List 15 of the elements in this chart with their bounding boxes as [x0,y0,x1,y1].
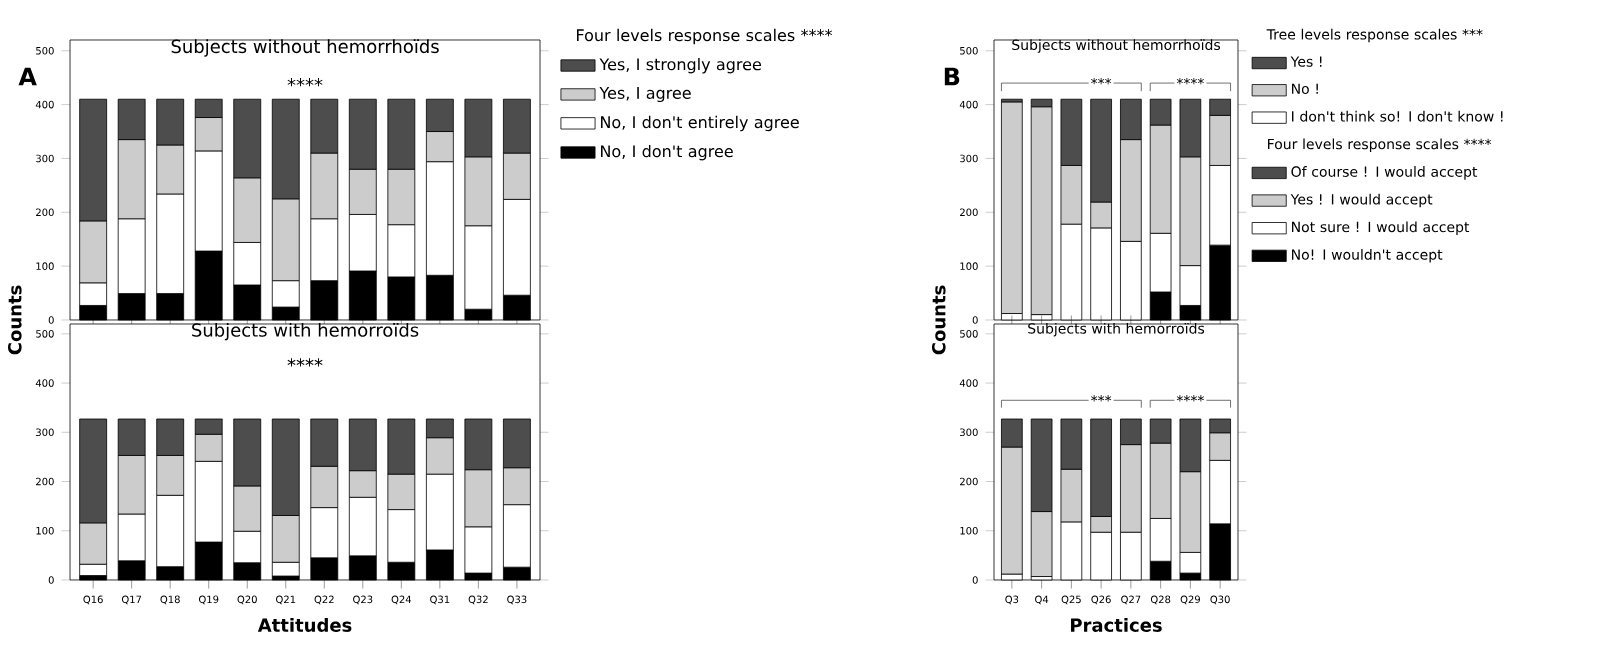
text: A [18,67,37,86]
legend-title: Four levels response scales **** [577,28,833,45]
y-axis-title: Counts [8,285,22,355]
annotation: **** [287,358,323,367]
legend-label: No, I don't entirely agree [601,115,799,132]
x-axis-title: Practices [1071,618,1162,632]
y-axis-title: Counts [931,285,946,355]
legend-label: No, I don't agree [601,144,733,161]
legend-label: Yes, I strongly agree [599,57,761,74]
chart-title: Subjects with hemorroïds [192,322,419,341]
text: B [944,67,960,86]
chart-title: Subjects without hemorrhoïds [171,39,439,57]
annotation: **** [287,78,323,87]
x-axis-title: Attitudes [257,618,352,632]
legend-label: Yes, I agree [599,87,691,103]
